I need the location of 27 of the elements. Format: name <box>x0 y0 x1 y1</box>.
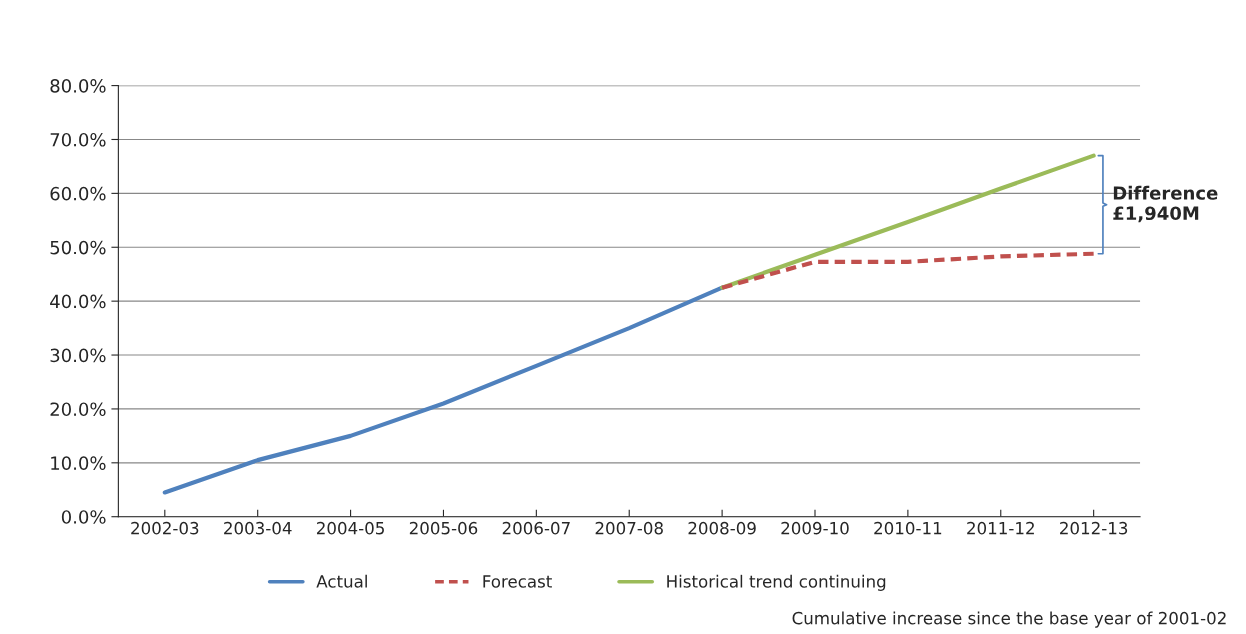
y-tick-label: 40.0% <box>50 294 106 309</box>
legend-label: Historical trend continuing <box>667 574 886 591</box>
x-tick-label: 2002-03 <box>131 521 199 535</box>
annotation: Difference £1,940M <box>1113 185 1218 223</box>
x-tick-label: 2006-07 <box>502 521 570 535</box>
legend-label: Actual <box>316 574 367 588</box>
y-tick-label: 60.0% <box>50 186 106 201</box>
x-tick-label: 2007-08 <box>595 521 663 535</box>
y-tick-label: 0.0% <box>61 510 106 524</box>
y-tick-label: 80.0% <box>50 79 106 93</box>
legend-label: Forecast <box>483 575 552 588</box>
y-tick-label: 10.0% <box>51 456 106 470</box>
y-tick-label: 20.0% <box>50 402 106 417</box>
x-tick-label: 2004-05 <box>316 521 384 535</box>
y-tick-label: 50.0% <box>50 240 106 255</box>
line-series <box>720 153 1096 290</box>
x-tick-label: 2012-13 <box>1060 521 1128 535</box>
x-tick-label: 2008-09 <box>688 521 756 535</box>
y-tick-label: 70.0% <box>50 132 106 147</box>
x-tick-label: 2011-12 <box>967 521 1034 535</box>
y-tick-label: 30.0% <box>50 348 106 363</box>
line-series <box>720 251 1096 290</box>
x-tick-label: 2010-11 <box>874 521 942 535</box>
x-tick-label: 2003-04 <box>224 521 292 535</box>
x-tick-label: 2009-10 <box>781 521 849 535</box>
text: Cumulative increase since the base year of 2001-02 <box>792 611 1226 628</box>
x-tick-label: 2005-06 <box>409 521 478 535</box>
